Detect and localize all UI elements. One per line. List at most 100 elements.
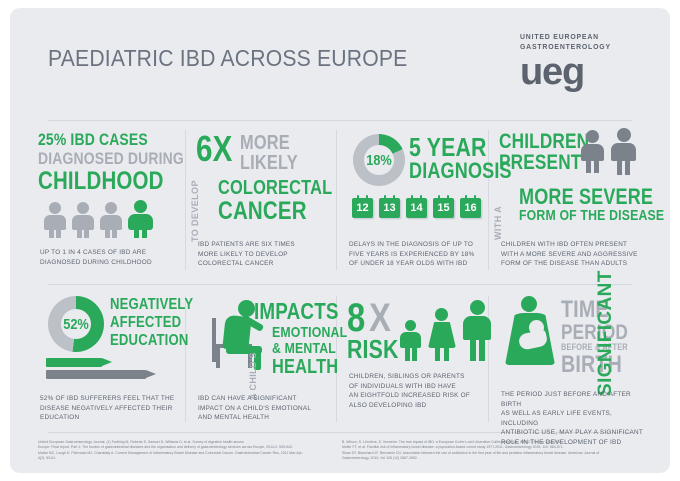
column-divider bbox=[336, 296, 337, 422]
reference-line: Moller FT, et al. Familial risk of infla… bbox=[342, 445, 564, 450]
caption-line: OF INDIVIDUALS WITH IBD HAVE bbox=[349, 382, 456, 390]
column-divider bbox=[488, 130, 489, 270]
caption-line: COLORECTAL CANCER bbox=[198, 260, 274, 268]
diagnosis-headline-2: DIAGNOSIS bbox=[409, 158, 512, 183]
divider-middle bbox=[48, 284, 632, 285]
reference-line: 4(2): 53-61. bbox=[38, 456, 57, 461]
mental-vertical-label: A CHILD'S bbox=[248, 352, 258, 400]
figure-adult-grey bbox=[609, 128, 639, 176]
infographic-poster: PAEDIATRIC IBD ACROSS EUROPE UNITED EURO… bbox=[10, 8, 670, 473]
calendar-year: 13 bbox=[383, 202, 396, 214]
reference-line: Shaw SY, Blanchard JF, Bernstein CN. Ass… bbox=[342, 450, 600, 455]
figure-child-grey bbox=[70, 202, 96, 238]
severe-vertical-label: WITH A bbox=[493, 205, 503, 240]
donut-value: 52% bbox=[63, 315, 89, 333]
column-divider bbox=[185, 130, 186, 270]
caption-line: AN EIGHTFOLD INCREASED RISK OF bbox=[349, 392, 471, 400]
figure-child-green bbox=[399, 320, 423, 362]
reference-line: B. Wilson, S. Lönnfors, S. Vermeire. The… bbox=[342, 440, 563, 444]
mental-headline-emotional: EMOTIONAL bbox=[272, 324, 348, 341]
birth-headline-time: TIME bbox=[561, 296, 609, 323]
diagnosis-headline-1: 5 YEAR bbox=[409, 132, 487, 162]
column-divider bbox=[336, 130, 337, 270]
caption-line: UP TO 1 IN 4 CASES OF IBD ARE bbox=[40, 249, 147, 256]
reference-line: Mattar MC, Lough D, Pishvaian MJ, Charab… bbox=[38, 450, 303, 455]
education-headline-2: AFFECTED bbox=[110, 314, 182, 331]
calendar-icon: 13 bbox=[379, 195, 400, 218]
chair-leg bbox=[216, 346, 220, 368]
calendar-icon: 12 bbox=[352, 195, 373, 218]
caption-line: CHILDREN, SIBLINGS OR PARENTS bbox=[349, 373, 465, 380]
caption-line: ANTIBIOTIC USE, MAY PLAY A SIGNIFICANT bbox=[501, 429, 644, 437]
caption-line: FIVE YEARS IS EXPERIENCED BY 18% bbox=[349, 250, 475, 258]
reference-line: United European Gastroenterology Journal… bbox=[38, 440, 244, 444]
severe-headline-children: CHILDREN bbox=[499, 130, 590, 153]
mental-headline-impacts: IMPACTS bbox=[254, 298, 339, 324]
risk-headline: RISK bbox=[347, 334, 399, 364]
cancer-headline-likely: LIKELY bbox=[240, 152, 298, 174]
diagnosis-caption: DELAYS IN THE DIAGNOSIS OF UP TO FIVE YE… bbox=[349, 240, 478, 269]
caption-line: THE PERIOD JUST BEFORE AND AFTER BIRTH bbox=[501, 391, 631, 408]
pencil-icon-green bbox=[46, 358, 112, 367]
pencil-icon-grey bbox=[46, 370, 156, 379]
figure-child-green bbox=[126, 200, 156, 238]
donut-value: 18% bbox=[366, 151, 392, 169]
caption-line: IBD CAN HAVE A SIGNIFICANT bbox=[198, 395, 297, 402]
cancer-multiplier: 6X bbox=[196, 128, 233, 169]
birth-headline-before-after: BEFORE & AFTER bbox=[561, 342, 628, 352]
calendar-icon: 16 bbox=[460, 195, 481, 218]
childhood-caption: UP TO 1 IN 4 CASES OF IBD ARE DIAGNOSED … bbox=[40, 248, 155, 267]
calendar-year: 15 bbox=[437, 202, 450, 214]
calendar-year: 14 bbox=[410, 202, 423, 214]
caption-line: EDUCATION bbox=[40, 414, 80, 422]
logo-line-2: GASTROENTEROLOGY bbox=[520, 42, 611, 51]
caption-line: 52% OF IBD SUFFERERS FEEL THAT THE bbox=[40, 395, 175, 402]
education-headline-1: NEGATIVELY bbox=[110, 296, 194, 313]
birth-vertical-significant: SIGNIFICANT bbox=[595, 270, 616, 396]
mental-headline-and-mental: & MENTAL bbox=[272, 340, 336, 357]
childhood-headline-2: DIAGNOSED DURING bbox=[38, 149, 184, 168]
caption-line: ALSO DEVELOPING IBD bbox=[349, 401, 427, 409]
cancer-caption: IBD PATIENTS ARE SIX TIMES MORE LIKELY T… bbox=[198, 240, 298, 269]
figure-child-grey bbox=[98, 202, 124, 238]
caption-line: IMPACT ON A CHILD'S EMOTIONAL bbox=[198, 404, 312, 412]
divider-bottom bbox=[48, 432, 632, 433]
cancer-headline-colorectal: COLORECTAL bbox=[218, 177, 333, 199]
risk-multiplier-x: X bbox=[369, 296, 392, 340]
caption-line: CHILDREN WITH IBD OFTEN PRESENT bbox=[501, 241, 628, 248]
cancer-vertical-label: TO DEVELOP bbox=[190, 180, 200, 242]
figure-adult-grey bbox=[579, 130, 607, 174]
references-left-column: United European Gastroenterology Journal… bbox=[38, 440, 338, 462]
caption-line: IBD PATIENTS ARE SIX TIMES bbox=[198, 241, 295, 248]
figure-child-grey bbox=[42, 202, 68, 238]
ueg-logo: UNITED EUROPEAN GASTROENTEROLOGY ueg bbox=[520, 32, 638, 93]
logo-wordmark: ueg bbox=[520, 51, 585, 93]
cancer-headline-cancer: CANCER bbox=[218, 197, 307, 225]
column-divider bbox=[185, 296, 186, 422]
donut-chart-52: 52% bbox=[48, 296, 104, 352]
caption-line: DELAYS IN THE DIAGNOSIS OF UP TO bbox=[349, 241, 474, 248]
childhood-headline-3: CHILDHOOD bbox=[38, 167, 164, 195]
risk-caption: CHILDREN, SIBLINGS OR PARENTS OF INDIVID… bbox=[349, 372, 474, 410]
caption-line: DISEASE NEGATIVELY AFFECTED THEIR bbox=[40, 404, 173, 412]
severe-headline-present: PRESENT bbox=[499, 151, 582, 174]
caption-line: ROLE IN THE DEVELOPMENT OF IBD bbox=[501, 438, 622, 446]
education-headline-3: EDUCATION bbox=[110, 332, 189, 349]
figure-man-green bbox=[461, 300, 493, 362]
column-divider bbox=[488, 296, 489, 422]
chair-back bbox=[212, 318, 216, 362]
figure-seated-child bbox=[220, 300, 276, 370]
severe-headline-more-severe: MORE SEVERE bbox=[519, 184, 654, 209]
caption-line: DIAGNOSED DURING CHILDHOOD bbox=[40, 258, 152, 266]
caption-line: AS WELL AS EARLY LIFE EVENTS, INCLUDING bbox=[501, 410, 613, 427]
birth-headline-birth: BIRTH bbox=[561, 351, 622, 378]
birth-caption: THE PERIOD JUST BEFORE AND AFTER BIRTH A… bbox=[501, 390, 649, 448]
severe-caption: CHILDREN WITH IBD OFTEN PRESENT WITH A M… bbox=[501, 240, 642, 269]
reference-line: Europe: Final report. Part 1: The burden… bbox=[38, 445, 293, 450]
birth-headline-period: PERIOD bbox=[561, 321, 629, 344]
calendar-year: 12 bbox=[356, 202, 369, 214]
caption-line: AND MENTAL HEALTH bbox=[198, 414, 270, 422]
logo-line-1: UNITED EUROPEAN bbox=[520, 32, 599, 41]
childhood-headline-1: 25% IBD CASES bbox=[38, 130, 148, 149]
cancer-headline-more: MORE bbox=[240, 132, 290, 154]
